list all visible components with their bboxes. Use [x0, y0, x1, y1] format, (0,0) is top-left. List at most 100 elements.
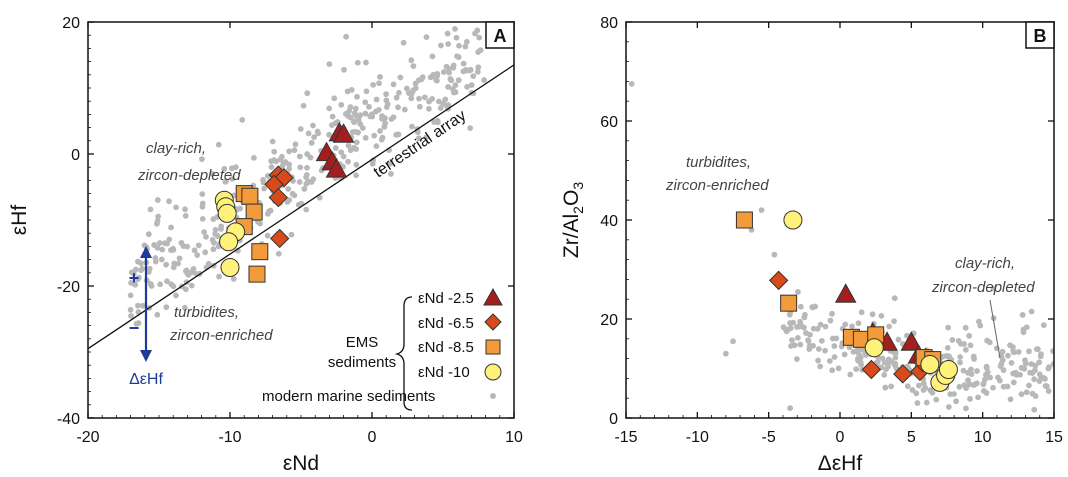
- background-point: [481, 77, 488, 83]
- background-point: [982, 376, 988, 383]
- background-point: [369, 113, 376, 120]
- background-point: [138, 260, 144, 267]
- background-point: [182, 206, 188, 213]
- background-point: [363, 59, 369, 66]
- background-point: [970, 382, 977, 388]
- background-point: [182, 286, 189, 293]
- background-point: [888, 383, 894, 390]
- background-point: [326, 131, 332, 138]
- background-point: [128, 269, 135, 276]
- background-point: [961, 382, 968, 388]
- background-point: [814, 325, 821, 332]
- background-point: [758, 207, 765, 214]
- background-point: [628, 80, 635, 87]
- background-point: [419, 74, 426, 81]
- background-point: [801, 324, 807, 331]
- background-point: [445, 102, 452, 108]
- background-point: [182, 212, 189, 219]
- background-point: [794, 324, 800, 330]
- delta-hf-arrow: [140, 246, 152, 362]
- background-point: [1042, 375, 1048, 382]
- background-point: [915, 382, 922, 389]
- background-point: [401, 106, 408, 113]
- background-point: [467, 66, 474, 73]
- background-point: [949, 337, 956, 343]
- background-point: [158, 256, 165, 263]
- data-point-a: [332, 123, 355, 143]
- background-point: [286, 148, 293, 155]
- background-point: [795, 288, 801, 295]
- background-point: [415, 135, 422, 142]
- background-point: [308, 179, 315, 185]
- background-point: [291, 192, 298, 199]
- background-point: [221, 165, 228, 172]
- y-tick-label: 0: [71, 147, 80, 164]
- background-point: [329, 113, 336, 120]
- turbidites-note-a-1: turbidites,: [174, 304, 239, 321]
- background-point: [831, 354, 838, 360]
- background-point: [155, 213, 162, 220]
- background-point: [1010, 370, 1017, 377]
- background-point: [855, 357, 861, 364]
- y-tick-label: -20: [57, 279, 80, 296]
- legend-a: EMS sediments εNd -2.5 εNd -6.5 εNd -8.5…: [262, 287, 503, 411]
- turbidites-note-b-1: turbidites,: [686, 154, 751, 171]
- background-point: [801, 314, 808, 321]
- background-point: [886, 323, 892, 330]
- background-point: [296, 153, 303, 160]
- background-point: [984, 337, 991, 344]
- x-tick-label: -5: [762, 429, 776, 446]
- background-point: [157, 281, 163, 288]
- background-point: [408, 95, 415, 102]
- background-point: [855, 320, 862, 327]
- background-point: [261, 185, 268, 192]
- background-point: [416, 103, 423, 110]
- background-point: [722, 350, 729, 357]
- background-point: [395, 131, 402, 138]
- y-tick-label: 20: [600, 312, 618, 329]
- background-point: [885, 363, 892, 370]
- background-point: [847, 371, 854, 378]
- background-point: [273, 158, 279, 165]
- background-point: [181, 304, 188, 311]
- delta-hf-label: ΔεHf: [129, 371, 163, 388]
- clay-rich-note-a-1: clay-rich,: [146, 140, 206, 157]
- background-point: [363, 88, 370, 95]
- background-point: [153, 220, 160, 227]
- background-point: [474, 16, 480, 22]
- data-point-b: [900, 331, 923, 351]
- data-point-a: [241, 187, 259, 205]
- background-point: [788, 343, 794, 349]
- background-point: [216, 273, 222, 280]
- background-point: [1026, 382, 1032, 389]
- background-point: [1022, 360, 1029, 367]
- background-point: [1000, 367, 1007, 374]
- x-tick-label: 0: [368, 429, 377, 446]
- background-point: [388, 171, 394, 177]
- x-axis-label-a: εNd: [283, 452, 319, 475]
- legend-group-label-2: sediments: [328, 354, 396, 371]
- background-point: [145, 268, 152, 275]
- background-point: [1036, 359, 1043, 366]
- background-point: [357, 112, 364, 119]
- background-point: [971, 356, 977, 362]
- background-point: [944, 344, 951, 351]
- background-point: [882, 384, 889, 391]
- background-point: [1045, 388, 1052, 394]
- background-point: [170, 246, 177, 253]
- background-point: [452, 25, 458, 32]
- background-point: [188, 282, 195, 289]
- background-point: [980, 381, 987, 388]
- background-point: [853, 366, 860, 373]
- background-point: [464, 83, 470, 90]
- background-point: [176, 255, 183, 262]
- background-points-b: [628, 80, 1054, 413]
- background-point: [885, 356, 892, 363]
- background-point: [178, 239, 185, 246]
- data-point-a: [269, 228, 290, 249]
- background-point: [1027, 369, 1033, 376]
- background-point: [1026, 348, 1032, 355]
- background-point: [416, 95, 422, 102]
- background-point: [914, 400, 921, 406]
